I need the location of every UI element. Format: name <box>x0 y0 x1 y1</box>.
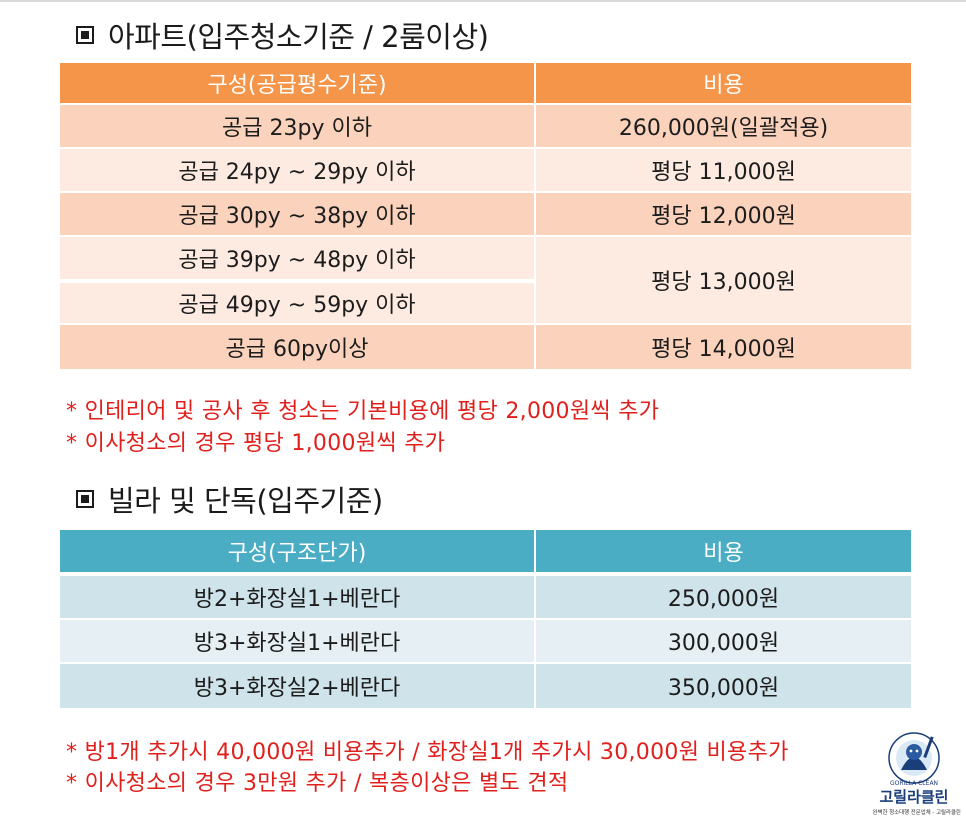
apartment-size-cell: 공급 30py ~ 38py 이하 <box>60 193 536 237</box>
table-row: 방3+화장실1+베란다 300,000원 <box>60 620 911 664</box>
villa-note-1: * 방1개 추가시 40,000원 비용추가 / 화장실1개 추가시 30,00… <box>66 740 789 765</box>
apartment-header-price: 비용 <box>536 63 911 105</box>
villa-price-cell: 300,000원 <box>536 620 911 664</box>
villa-section-title: 빌라 및 단독(입주기준) <box>76 478 383 520</box>
top-divider <box>0 0 966 2</box>
logo-ring-text: GORILLA CLEAN <box>890 780 938 787</box>
logo-tagline: 완벽한 청소대행 전문업체 - 고릴라클린 <box>872 809 961 816</box>
apartment-size-cell: 공급 60py이상 <box>60 325 536 369</box>
apartment-size-cell: 공급 24py ~ 29py 이하 <box>60 149 536 193</box>
apartment-price-cell: 평당 12,000원 <box>536 193 911 237</box>
square-bullet-icon <box>76 26 94 44</box>
apartment-price-cell: 평당 13,000원 <box>536 237 911 325</box>
table-row: 공급 60py이상 평당 14,000원 <box>60 325 911 369</box>
table-row: 방2+화장실1+베란다 250,000원 <box>60 576 911 620</box>
apartment-size-cell: 공급 49py ~ 59py 이하 <box>60 281 536 325</box>
apartment-note-2: * 이사청소의 경우 평당 1,000원씩 추가 <box>66 431 446 456</box>
table-row: 공급 39py ~ 48py 이하 평당 13,000원 <box>60 237 911 325</box>
apartment-price-cell: 평당 11,000원 <box>536 149 911 193</box>
villa-header-layout: 구성(구조단가) <box>60 530 536 572</box>
table-row: 공급 30py ~ 38py 이하 평당 12,000원 <box>60 193 911 237</box>
table-row: 공급 49py ~ 59py 이하 <box>60 281 911 325</box>
villa-price-cell: 350,000원 <box>536 664 911 708</box>
apartment-price-table: 구성(공급평수기준) 비용 공급 23py 이하 260,000원(일괄적용) … <box>60 63 911 369</box>
villa-title-text: 빌라 및 단독(입주기준) <box>108 484 383 518</box>
villa-note-2: * 이사청소의 경우 3만원 추가 / 복층이상은 별도 견적 <box>66 771 569 796</box>
villa-price-table: 구성(구조단가) 비용 방2+화장실1+베란다 250,000원 방3+화장실1… <box>60 530 911 708</box>
gorilla-mascot-icon: GORILLA CLEAN <box>888 732 940 787</box>
table-row: 공급 24py ~ 29py 이하 평당 11,000원 <box>60 149 911 193</box>
villa-layout-cell: 방3+화장실1+베란다 <box>60 620 536 664</box>
villa-header-price: 비용 <box>536 530 911 572</box>
apartment-title-text: 아파트(입주청소기준 / 2룸이상) <box>108 20 489 54</box>
apartment-header-size: 구성(공급평수기준) <box>60 63 536 105</box>
gorilla-clean-logo: GORILLA CLEAN 고릴라클린 완벽한 청소대행 전문업체 - 고릴라클… <box>868 730 961 820</box>
villa-layout-cell: 방2+화장실1+베란다 <box>60 576 536 620</box>
villa-price-cell: 250,000원 <box>536 576 911 620</box>
logo-brand-text: 고릴라클린 <box>879 788 949 806</box>
table-row: 방3+화장실2+베란다 350,000원 <box>60 664 911 708</box>
apartment-size-cell: 공급 23py 이하 <box>60 105 536 149</box>
apartment-price-cell: 평당 14,000원 <box>536 325 911 369</box>
square-bullet-icon <box>76 490 94 508</box>
table-row: 공급 23py 이하 260,000원(일괄적용) <box>60 105 911 149</box>
apartment-section-title: 아파트(입주청소기준 / 2룸이상) <box>76 14 489 56</box>
villa-layout-cell: 방3+화장실2+베란다 <box>60 664 536 708</box>
apartment-size-cell: 공급 39py ~ 48py 이하 <box>60 237 536 281</box>
apartment-note-1: * 인테리어 및 공사 후 청소는 기본비용에 평당 2,000원씩 추가 <box>66 399 660 424</box>
apartment-price-cell: 260,000원(일괄적용) <box>536 105 911 149</box>
